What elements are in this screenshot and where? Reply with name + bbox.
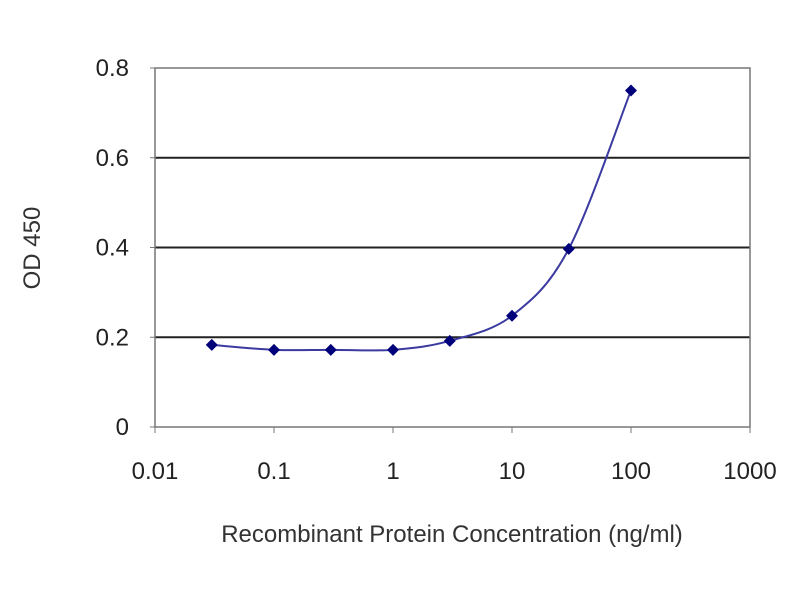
data-point bbox=[324, 343, 337, 356]
data-point bbox=[443, 334, 456, 347]
data-point bbox=[506, 309, 518, 322]
x-axis-label: Recombinant Protein Concentration (ng/ml… bbox=[221, 521, 683, 548]
gridlines bbox=[155, 156, 750, 339]
x-tick-label: 0.1 bbox=[257, 458, 290, 485]
series-curve bbox=[211, 90, 632, 352]
x-tick-label: 1000 bbox=[723, 458, 776, 485]
y-tick-label: 0.8 bbox=[96, 55, 129, 82]
y-tick-label: 0 bbox=[116, 414, 129, 441]
y-tick-label: 0.4 bbox=[96, 235, 129, 262]
data-point bbox=[625, 84, 637, 97]
data-point bbox=[562, 242, 575, 255]
data-point bbox=[387, 343, 399, 356]
y-tick-label: 0.2 bbox=[96, 324, 129, 351]
y-tick-label: 0.6 bbox=[96, 145, 129, 172]
x-tick-label: 0.01 bbox=[132, 458, 179, 485]
x-axis-ticks: 0.01 0.1 1 10 100 1000 bbox=[132, 427, 777, 485]
y-axis-label: OD 450 bbox=[19, 207, 46, 290]
data-point bbox=[205, 338, 218, 351]
data-point bbox=[268, 343, 280, 356]
x-tick-label: 1 bbox=[386, 458, 399, 485]
y-axis-ticks: 0 0.2 0.4 0.6 0.8 bbox=[96, 55, 155, 441]
series-points bbox=[205, 84, 637, 356]
x-tick-label: 100 bbox=[611, 458, 651, 485]
x-tick-label: 10 bbox=[499, 458, 526, 485]
